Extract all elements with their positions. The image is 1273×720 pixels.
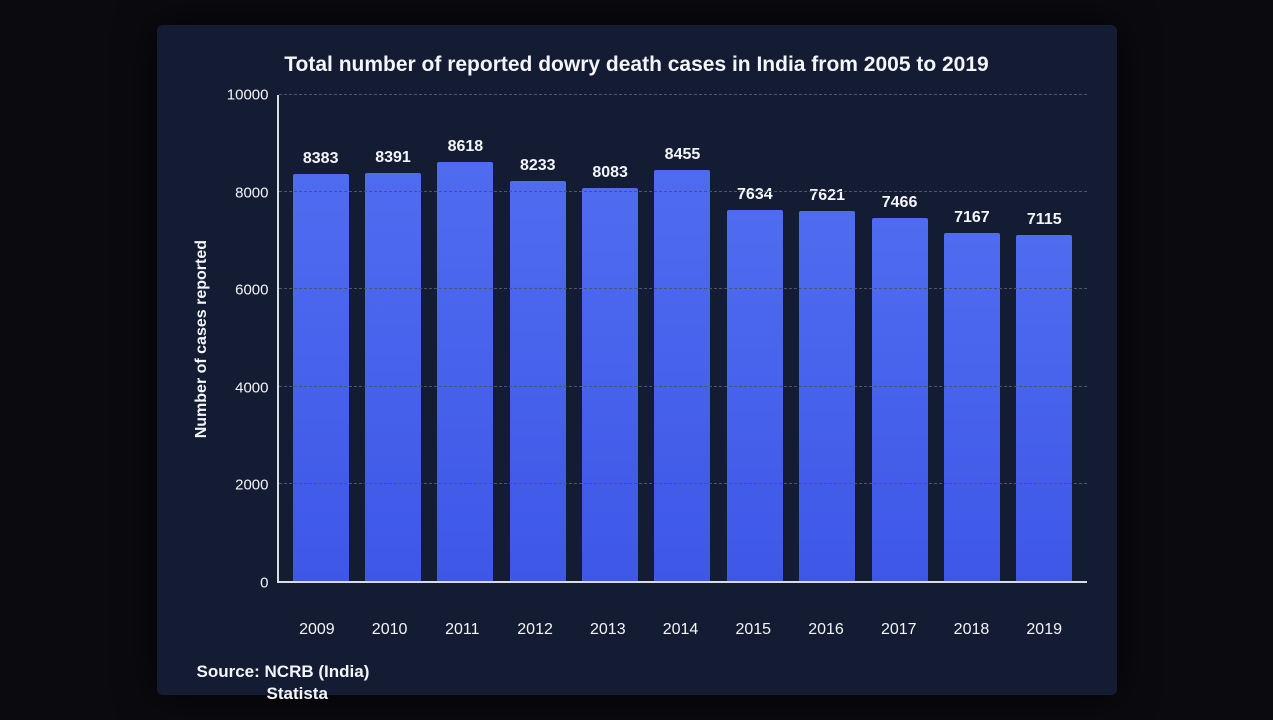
x-tick: 2019 (1008, 621, 1081, 639)
x-tick: 2009 (281, 621, 354, 639)
bar-value-label: 8391 (375, 149, 411, 167)
x-tick: 2015 (717, 621, 790, 639)
gridline (279, 483, 1087, 484)
bar: 7634 (727, 210, 783, 581)
x-tick: 2013 (571, 621, 644, 639)
bar: 7115 (1016, 235, 1072, 581)
bar: 8233 (510, 181, 566, 581)
source-line2: Statista (267, 684, 328, 703)
y-axis-label: Number of cases reported (187, 240, 217, 438)
x-tick: 2018 (935, 621, 1008, 639)
y-tick: 0 (260, 575, 268, 592)
bar: 7466 (872, 218, 928, 581)
bar: 8391 (365, 173, 421, 581)
bar: 8383 (293, 174, 349, 581)
x-ticks: 2009201020112012201320142015201620172018… (275, 613, 1087, 639)
plot-area: Number of cases reported 0 2000 4000 6000 80… (187, 95, 1087, 613)
source-prefix: Source: (197, 662, 265, 681)
bar-value-label: 7634 (737, 186, 773, 204)
bar-slot: 8455 (646, 95, 718, 581)
x-tick: 2010 (353, 621, 426, 639)
x-tick: 2016 (790, 621, 863, 639)
bar-value-label: 8383 (303, 150, 339, 168)
x-tick: 2014 (644, 621, 717, 639)
bar-slot: 7621 (791, 95, 863, 581)
bar-slot: 8391 (357, 95, 429, 581)
chart-card: Total number of reported dowry death cas… (157, 25, 1117, 695)
bar-slot: 8383 (285, 95, 357, 581)
bar-value-label: 8083 (592, 164, 628, 182)
x-tick: 2012 (499, 621, 572, 639)
gridline (279, 386, 1087, 387)
bar-value-label: 8233 (520, 157, 556, 175)
y-tick: 6000 (235, 282, 268, 299)
bar: 8455 (654, 170, 710, 581)
chart-title: Total number of reported dowry death cas… (187, 53, 1087, 77)
y-tick: 8000 (235, 184, 268, 201)
bar-slot: 7167 (936, 95, 1008, 581)
bar: 7167 (944, 233, 1000, 581)
bar-value-label: 7115 (1027, 211, 1062, 229)
bar-slot: 7634 (719, 95, 791, 581)
bars-container: 8383 8391 8618 8233 8083 8455 7634 7621 7466 7167… (279, 95, 1087, 581)
bar-slot: 7115 (1008, 95, 1080, 581)
bar-value-label: 7167 (954, 209, 990, 227)
x-tick: 2011 (426, 621, 499, 639)
y-ticks: 0200040006000800010000 (217, 95, 277, 583)
bar-value-label: 7621 (809, 187, 845, 205)
y-tick: 2000 (235, 477, 268, 494)
bar-slot: 8233 (502, 95, 574, 581)
source-attribution: Source: NCRB (India) Statista (197, 661, 1087, 705)
x-tick: 2017 (862, 621, 935, 639)
plot: 8383 8391 8618 8233 8083 8455 7634 7621 7466 7167… (277, 95, 1087, 583)
y-tick: 10000 (227, 87, 269, 104)
bar-slot: 7466 (863, 95, 935, 581)
bar-slot: 8083 (574, 95, 646, 581)
bar: 7621 (799, 211, 855, 581)
y-tick: 4000 (235, 379, 268, 396)
bar-value-label: 8618 (448, 138, 484, 156)
bar-value-label: 7466 (882, 194, 918, 212)
bar: 8618 (437, 162, 493, 581)
gridline (279, 191, 1087, 192)
bar-slot: 8618 (429, 95, 501, 581)
source-line1: NCRB (India) (265, 662, 370, 681)
gridline (279, 288, 1087, 289)
bar-value-label: 8455 (665, 146, 701, 164)
gridline (279, 94, 1087, 95)
bar: 8083 (582, 188, 638, 581)
